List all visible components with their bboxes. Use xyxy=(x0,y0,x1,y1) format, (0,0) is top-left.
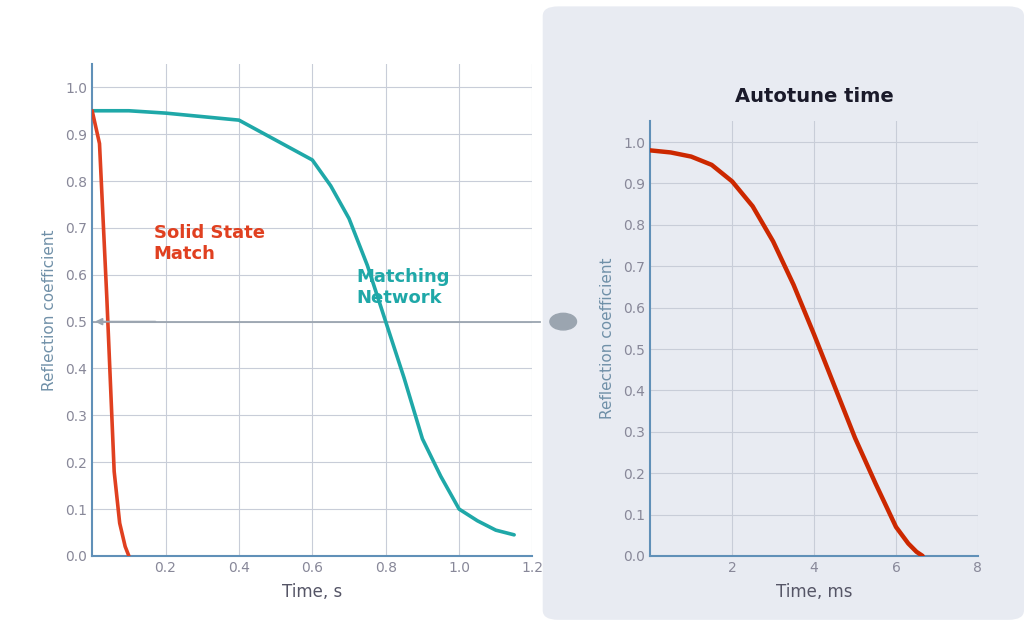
Text: Solid State
Match: Solid State Match xyxy=(154,224,265,263)
X-axis label: Time, ms: Time, ms xyxy=(776,583,852,601)
Text: Matching
Network: Matching Network xyxy=(356,268,450,307)
Title: Autotune time: Autotune time xyxy=(734,87,894,106)
Y-axis label: Reflection coefficient: Reflection coefficient xyxy=(600,258,615,419)
Y-axis label: Reflection coefficient: Reflection coefficient xyxy=(42,229,57,390)
X-axis label: Time, s: Time, s xyxy=(283,583,342,601)
